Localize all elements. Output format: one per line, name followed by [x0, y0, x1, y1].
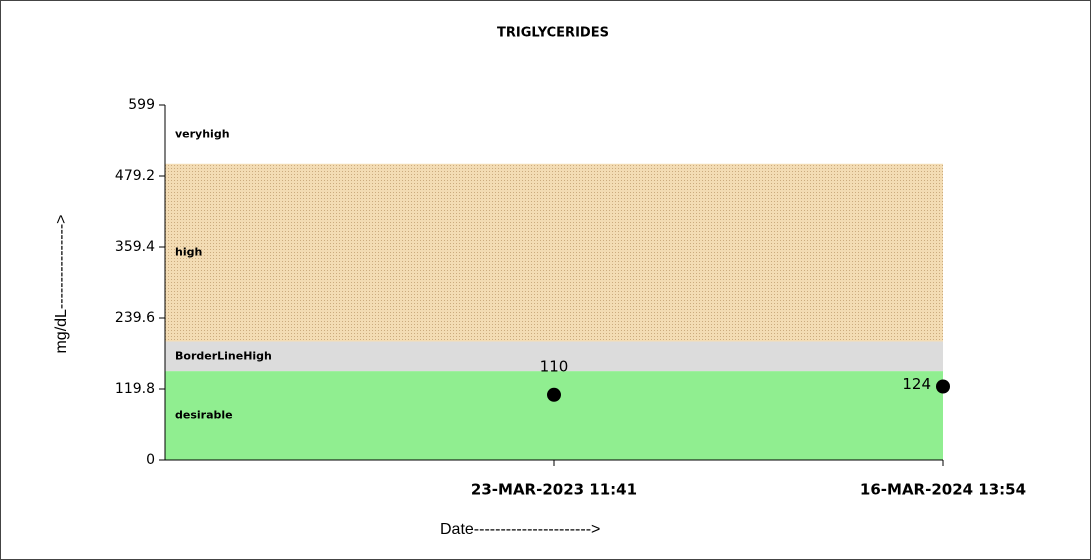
x-tick-label: 23-MAR-2023 11:41 [471, 481, 637, 499]
y-tick-label: 479.2 [115, 168, 155, 184]
y-tick-label: 119.8 [115, 381, 155, 397]
y-tick-label: 359.4 [115, 239, 155, 255]
band-label: desirable [175, 409, 233, 422]
band-label: veryhigh [175, 127, 230, 140]
band [165, 371, 943, 460]
y-tick-label: 239.6 [115, 310, 155, 326]
y-axis-label: mg/dL----------------> [53, 214, 70, 353]
bands: desirable BorderLineHigh high veryhigh [165, 105, 943, 460]
data-label: 110 [540, 357, 569, 375]
y-tick-label: 599 [128, 97, 155, 113]
point [547, 387, 561, 402]
y-tick-label: 0 [146, 452, 155, 468]
band [165, 105, 943, 164]
band-label: high [175, 246, 202, 259]
marks: 110 124 [540, 357, 950, 402]
band-texture [165, 163, 943, 342]
band-label: BorderLineHigh [175, 349, 272, 362]
data-label: 124 [902, 375, 931, 393]
x-axis-label: Date----------------------> [440, 521, 600, 538]
band [165, 341, 943, 372]
x-tick-label: 16-MAR-2024 13:54 [860, 481, 1026, 499]
point [936, 379, 950, 394]
chart-title: TRIGLYCERIDES [497, 26, 609, 41]
axes: 0 119.8 239.6 359.4 479.2 599 23-MAR-2023 11:4… [115, 97, 1026, 499]
